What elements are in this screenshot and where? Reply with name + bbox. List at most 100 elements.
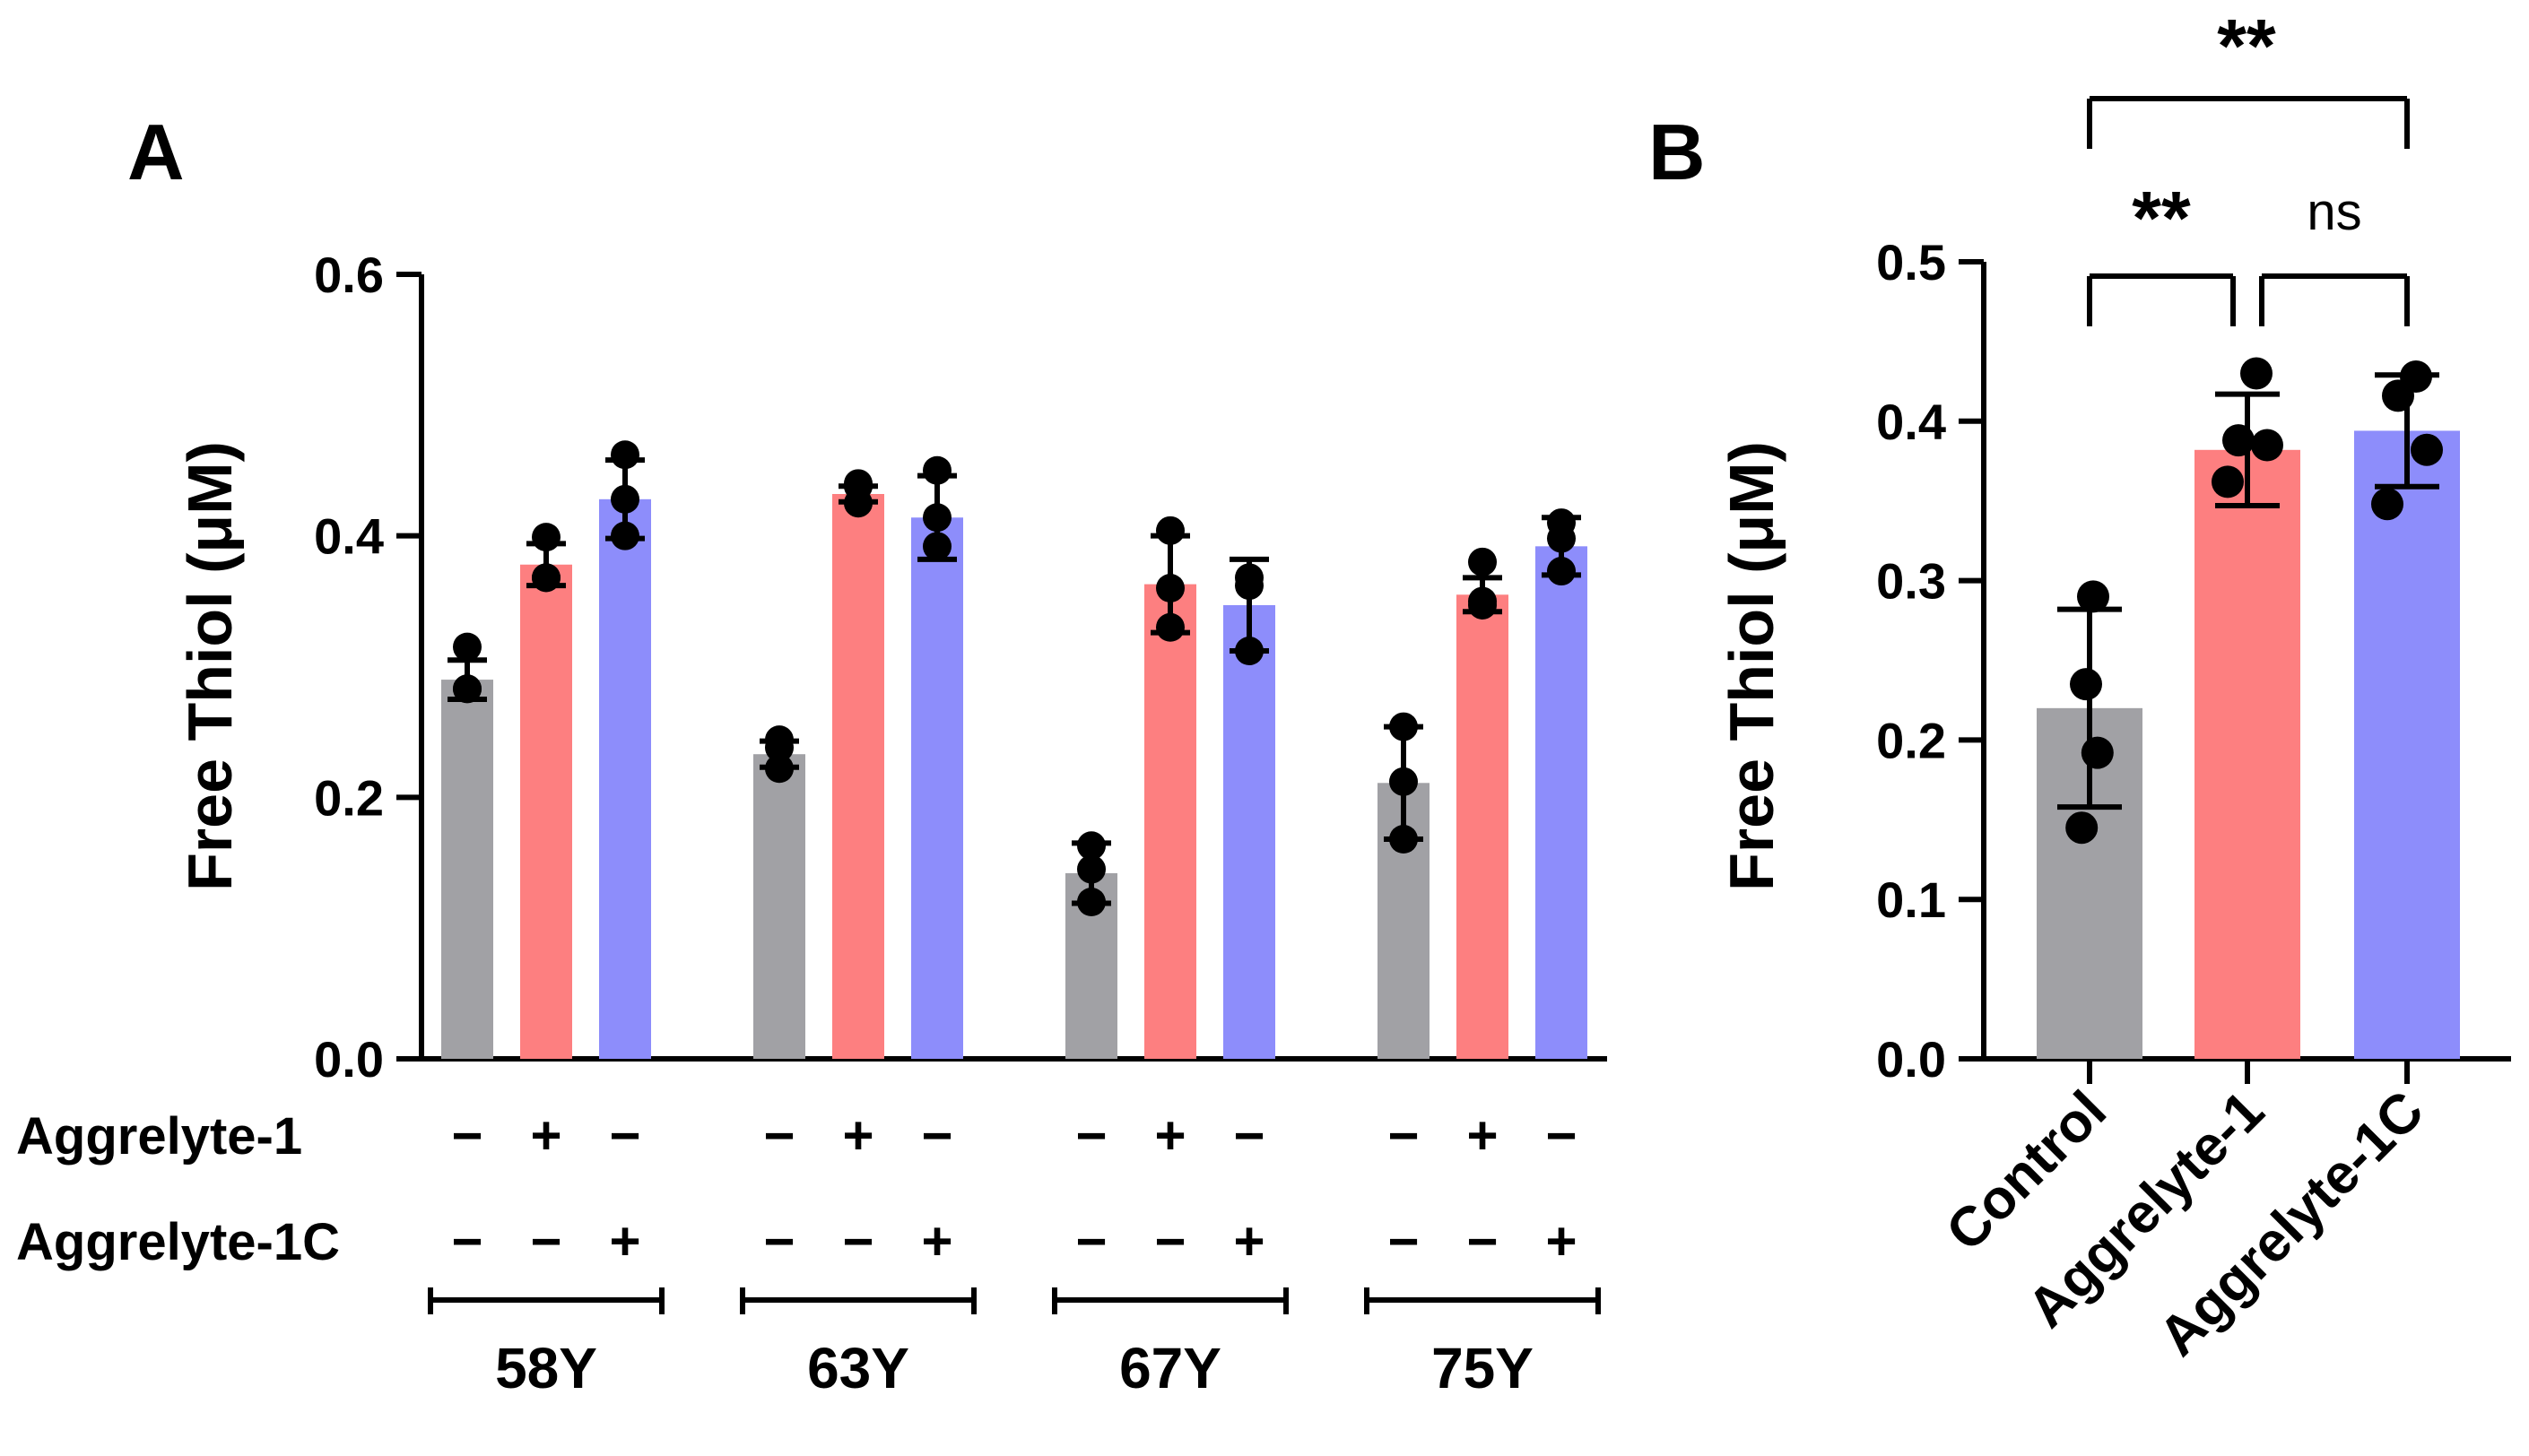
group-label-75Y: 75Y bbox=[1431, 1336, 1534, 1400]
data-point-67Y-aggrelyte1c bbox=[1235, 637, 1264, 665]
sign-aggrelyte-1: − bbox=[1387, 1105, 1419, 1166]
sign-aggrelyte-1: − bbox=[921, 1105, 952, 1166]
data-point-67Y-control bbox=[1077, 854, 1106, 884]
panel-b-y-tick-label: 0.2 bbox=[1876, 712, 1946, 768]
data-point-aggrelyte1 bbox=[2240, 357, 2273, 390]
sig-label-control-aggrelyte-1c: ** bbox=[2217, 4, 2276, 88]
data-point-58Y-aggrelyte1c bbox=[611, 440, 639, 470]
data-point-58Y-aggrelyte1 bbox=[532, 523, 561, 552]
sign-aggrelyte-1c: + bbox=[1545, 1211, 1577, 1271]
panel-a-label: A bbox=[127, 108, 185, 196]
row-label-aggrelyte-1: Aggrelyte-1 bbox=[16, 1107, 302, 1166]
panel-b-y-axis-title: Free Thiol (μM) bbox=[1716, 441, 1786, 891]
panel-b-y-tick-label: 0.5 bbox=[1876, 234, 1946, 290]
data-point-aggrelyte1 bbox=[2222, 424, 2255, 457]
panel-b-y-tick-label: 0.0 bbox=[1876, 1031, 1946, 1088]
sign-aggrelyte-1c: − bbox=[763, 1211, 795, 1271]
sig-label-aggrelyte-1-aggrelyte-1c: ns bbox=[2307, 183, 2361, 241]
sign-aggrelyte-1c: + bbox=[921, 1211, 952, 1271]
sign-aggrelyte-1c: − bbox=[842, 1211, 873, 1271]
sign-aggrelyte-1c: − bbox=[451, 1211, 482, 1271]
data-point-63Y-aggrelyte1c bbox=[923, 503, 952, 533]
sign-aggrelyte-1: + bbox=[1466, 1105, 1498, 1166]
sign-aggrelyte-1c: + bbox=[609, 1211, 640, 1271]
sign-aggrelyte-1: − bbox=[1233, 1105, 1264, 1166]
data-point-67Y-aggrelyte1 bbox=[1156, 516, 1185, 545]
data-point-58Y-aggrelyte1c bbox=[611, 484, 639, 514]
data-point-63Y-aggrelyte1 bbox=[844, 489, 873, 518]
sign-aggrelyte-1c: − bbox=[1466, 1211, 1498, 1271]
data-point-58Y-control bbox=[453, 632, 482, 662]
panel-a-y-tick-label: 0.4 bbox=[314, 508, 384, 565]
data-point-aggrelyte1c bbox=[2411, 433, 2443, 466]
panel-a-y-tick-label: 0.0 bbox=[314, 1031, 384, 1088]
sign-aggrelyte-1: − bbox=[1075, 1105, 1107, 1166]
sign-aggrelyte-1c: − bbox=[1075, 1211, 1107, 1271]
data-point-75Y-control bbox=[1389, 712, 1418, 741]
data-point-aggrelyte1c bbox=[2382, 379, 2414, 412]
sign-aggrelyte-1: − bbox=[609, 1105, 640, 1166]
panel-b-label: B bbox=[1648, 108, 1706, 196]
data-point-control bbox=[2077, 580, 2109, 613]
panel-b-y-tick-label: 0.4 bbox=[1876, 394, 1946, 450]
bar-63Y-aggrelyte1 bbox=[832, 494, 884, 1059]
data-point-58Y-aggrelyte1c bbox=[611, 521, 639, 550]
panel-a-y-axis-title: Free Thiol (μM) bbox=[175, 441, 245, 891]
sign-aggrelyte-1: + bbox=[1154, 1105, 1186, 1166]
data-point-63Y-control bbox=[765, 754, 794, 784]
group-label-67Y: 67Y bbox=[1119, 1336, 1221, 1400]
row-label-aggrelyte-1c: Aggrelyte-1C bbox=[16, 1213, 340, 1271]
bar-63Y-aggrelyte1c bbox=[911, 517, 963, 1059]
data-point-63Y-aggrelyte1c bbox=[923, 532, 952, 561]
bar-67Y-aggrelyte1 bbox=[1144, 584, 1196, 1059]
sign-aggrelyte-1c: + bbox=[1233, 1211, 1264, 1271]
bar-75Y-aggrelyte1 bbox=[1456, 594, 1508, 1059]
panel-b-y-tick-label: 0.3 bbox=[1876, 553, 1946, 610]
panel-a-y-tick-label: 0.6 bbox=[314, 247, 384, 303]
data-point-control bbox=[2065, 811, 2099, 845]
data-point-75Y-aggrelyte1c bbox=[1547, 524, 1576, 553]
bar-58Y-aggrelyte1 bbox=[520, 564, 572, 1059]
sign-aggrelyte-1: − bbox=[451, 1105, 482, 1166]
bar-75Y-aggrelyte1c bbox=[1535, 546, 1587, 1059]
group-label-63Y: 63Y bbox=[807, 1336, 909, 1400]
bar-58Y-control bbox=[441, 680, 493, 1059]
data-point-75Y-aggrelyte1 bbox=[1468, 586, 1497, 616]
data-point-67Y-control bbox=[1077, 831, 1106, 861]
sign-aggrelyte-1c: − bbox=[530, 1211, 561, 1271]
data-point-control bbox=[2081, 736, 2114, 769]
panel-b-y-tick-label: 0.1 bbox=[1876, 871, 1946, 928]
data-point-67Y-aggrelyte1 bbox=[1156, 574, 1185, 602]
group-label-58Y: 58Y bbox=[495, 1336, 597, 1400]
data-point-58Y-control bbox=[453, 674, 482, 704]
sig-label-control-aggrelyte-1: ** bbox=[2132, 176, 2191, 260]
data-point-67Y-aggrelyte1c bbox=[1235, 571, 1264, 601]
data-point-control bbox=[2070, 668, 2102, 701]
panel-a-chart: 0.0 0.2 0.4 0.6 Free Thiol (μM) Aggrelyte-1 Ag… bbox=[16, 247, 1607, 1400]
data-point-aggrelyte1c bbox=[2371, 488, 2403, 521]
bar-63Y-control bbox=[753, 754, 805, 1059]
data-point-75Y-aggrelyte1 bbox=[1468, 547, 1497, 576]
bar-aggrelyte1c bbox=[2354, 430, 2460, 1059]
data-point-aggrelyte1 bbox=[2212, 465, 2244, 498]
sign-aggrelyte-1: + bbox=[530, 1105, 561, 1166]
data-point-63Y-aggrelyte1c bbox=[923, 455, 952, 485]
panel-a-y-tick-label: 0.2 bbox=[314, 769, 384, 826]
bar-58Y-aggrelyte1c bbox=[599, 498, 651, 1059]
sign-aggrelyte-1c: − bbox=[1387, 1211, 1419, 1271]
data-point-75Y-control bbox=[1389, 825, 1418, 854]
sign-aggrelyte-1: − bbox=[763, 1105, 795, 1166]
data-point-75Y-aggrelyte1c bbox=[1547, 557, 1576, 586]
sign-aggrelyte-1: + bbox=[842, 1105, 873, 1166]
data-point-58Y-aggrelyte1 bbox=[532, 563, 561, 593]
data-point-67Y-control bbox=[1077, 888, 1106, 916]
bar-aggrelyte1 bbox=[2194, 449, 2300, 1060]
sign-aggrelyte-1: − bbox=[1545, 1105, 1577, 1166]
data-point-63Y-control bbox=[765, 732, 794, 762]
data-point-67Y-aggrelyte1 bbox=[1156, 612, 1185, 642]
bar-67Y-aggrelyte1c bbox=[1223, 604, 1275, 1059]
data-point-75Y-control bbox=[1389, 767, 1418, 796]
data-point-aggrelyte1 bbox=[2251, 429, 2283, 462]
sign-aggrelyte-1c: − bbox=[1154, 1211, 1186, 1271]
